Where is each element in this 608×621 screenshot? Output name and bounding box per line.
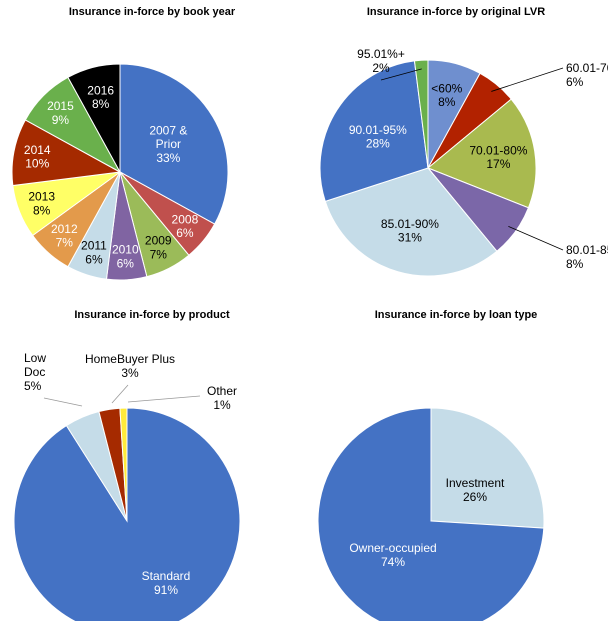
pie-slice-90-01-95 [319,60,429,203]
chart-title: Insurance in-force by loan type [374,309,538,321]
pie-chart-original-lvr: Insurance in-force by original LVR <60% 8… [304,0,608,310]
slice-label-90-01-95: 90.01-95% 28% [349,123,407,151]
slice-label-standard: Standard 91% [142,569,191,597]
pie-slice-other [119,407,128,522]
slice-label-70-01-80: 70.01-80% 17% [469,143,527,171]
leader-line [127,395,201,403]
pie-svg: <60%8% 60.01-70%6% 70.01-80%17% 80.01-85%8%… [319,47,608,277]
leader-line [491,67,564,92]
pie-slice-2007-prior [119,63,229,225]
pie-chart-product: Insurance in-force by product Standard 91… [0,303,304,621]
slice-label-2016: 2016 8% [87,83,114,111]
slice-label-2009: 2009 7% [145,234,172,262]
chart-title: Insurance in-force by book year [68,6,236,18]
slice-label-low-doc: Low Doc 5% [24,351,46,393]
slice-label-2010: 2010 6% [112,243,139,271]
slice-label-2013: 2013 8% [28,190,55,218]
slice-label-80-01-85: 80.01-85%8% [566,243,608,271]
pie-svg: Investment 26% Owner-occupied 74% [317,407,545,621]
leader-line [43,397,83,407]
pie-chart-book-year: Insurance in-force by book year 2007 & Pr… [0,0,304,310]
leader-line [380,68,422,81]
slice-label-2007-prior: 2007 & Prior 33% [149,123,187,165]
pie-svg: 2007 & Prior 33%2008 6%2009 7%2010 6%2011 6%20… [11,63,229,281]
pie-slice-85-01-90 [324,167,498,277]
slice-label-owner-occupied: Owner-occupied 74% [349,541,436,569]
chart-title: Insurance in-force by product [74,309,230,321]
slice-label-95-01: 95.01%+ 2% [357,47,405,75]
slice-label-60: <60% 8% [431,81,462,109]
slice-label-85-01-90: 85.01-90% 31% [381,217,439,245]
leader-line [111,384,129,404]
pie-slice-95-01 [413,59,429,169]
slice-label-2012: 2012 7% [51,222,78,250]
pie-svg: Standard 91% Low Doc 5% HomeBuyer Plus 3% Other… [13,351,241,621]
slice-label-2011: 2011 6% [81,239,107,267]
pie-slice-investment [430,407,545,529]
slice-label-other: Other 1% [207,384,237,412]
pie-slice-2016 [67,63,121,173]
slice-label-60-01-70: 60.01-70%6% [566,61,608,89]
slice-label-homebuyer-plus: HomeBuyer Plus 3% [85,352,175,380]
slice-label-2014: 2014 10% [24,143,51,171]
slice-label-2015: 2015 9% [47,99,74,127]
slice-label-investment: Investment 26% [446,476,505,504]
pie-slice-owner-occupied [317,407,545,621]
pie-chart-loan-type: Insurance in-force by loan type Investme… [304,303,608,621]
chart-title: Insurance in-force by original LVR [366,6,546,18]
leader-line [508,226,564,251]
slice-label-2008: 2008 6% [172,212,199,240]
pie-slice-70-01-80 [427,98,537,209]
